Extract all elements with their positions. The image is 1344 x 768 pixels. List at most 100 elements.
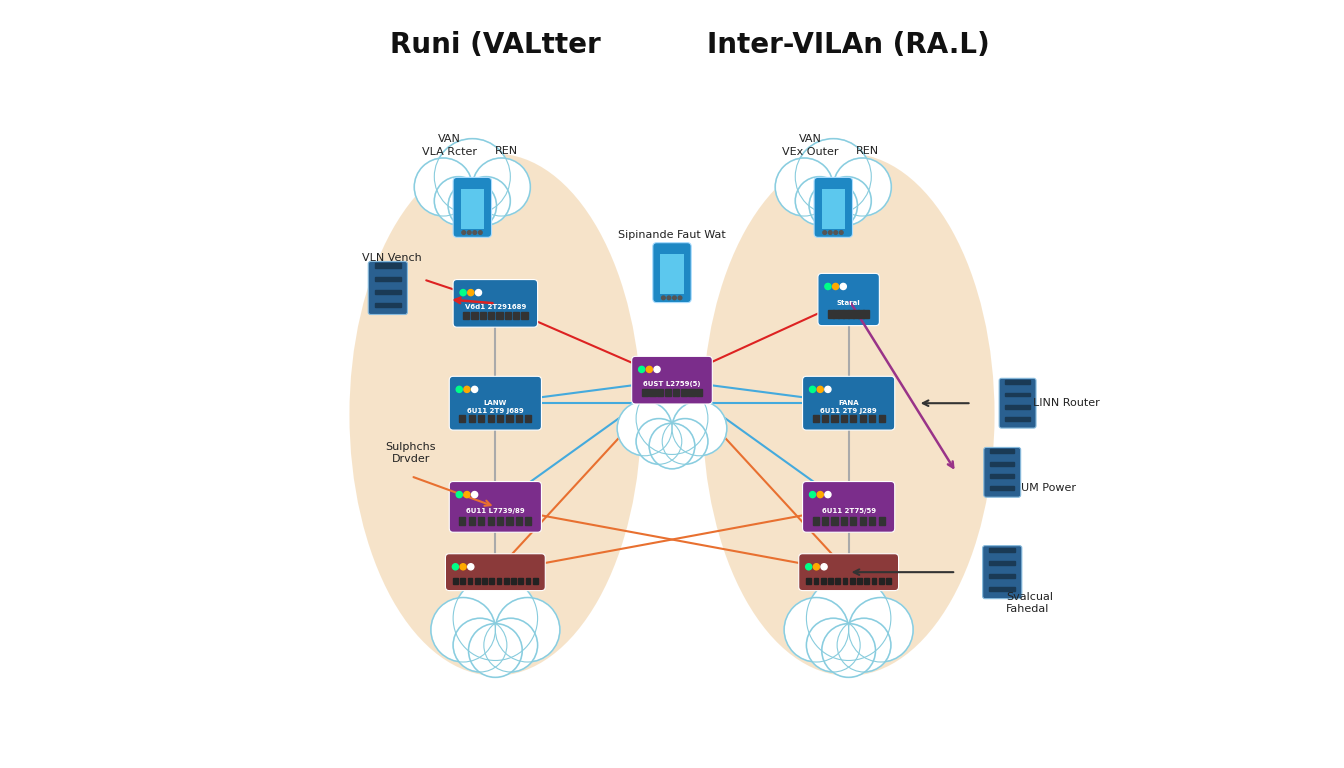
Bar bbox=[478, 415, 484, 422]
Bar bbox=[989, 587, 1015, 591]
Circle shape bbox=[825, 492, 831, 498]
Circle shape bbox=[821, 564, 827, 570]
Bar bbox=[841, 415, 847, 422]
Bar bbox=[1005, 380, 1030, 384]
Bar bbox=[489, 578, 495, 584]
Circle shape bbox=[805, 564, 812, 570]
Bar bbox=[375, 263, 401, 267]
FancyBboxPatch shape bbox=[445, 554, 546, 591]
Bar bbox=[469, 517, 474, 525]
Bar bbox=[673, 389, 679, 396]
FancyBboxPatch shape bbox=[999, 379, 1036, 428]
Bar bbox=[853, 310, 859, 318]
Circle shape bbox=[661, 296, 665, 300]
Circle shape bbox=[840, 230, 843, 234]
Bar bbox=[519, 578, 523, 584]
Bar bbox=[843, 578, 847, 584]
Bar bbox=[828, 310, 835, 318]
Text: 6U11 L7739/89: 6U11 L7739/89 bbox=[466, 508, 524, 514]
Circle shape bbox=[679, 296, 681, 300]
Bar bbox=[832, 415, 837, 422]
Bar bbox=[657, 389, 664, 396]
Bar bbox=[507, 517, 512, 525]
Bar bbox=[841, 517, 847, 525]
Text: VAN
VLA Rcter: VAN VLA Rcter bbox=[422, 134, 477, 157]
Circle shape bbox=[638, 366, 645, 372]
FancyBboxPatch shape bbox=[636, 436, 708, 455]
Bar bbox=[488, 312, 495, 319]
Bar bbox=[513, 312, 519, 319]
Circle shape bbox=[468, 290, 474, 296]
Bar bbox=[879, 578, 883, 584]
Bar bbox=[480, 312, 487, 319]
Circle shape bbox=[784, 598, 848, 662]
Bar bbox=[516, 415, 521, 422]
Bar bbox=[1005, 392, 1030, 396]
Circle shape bbox=[823, 230, 827, 234]
Bar bbox=[860, 415, 866, 422]
Circle shape bbox=[464, 386, 470, 392]
Bar bbox=[460, 415, 465, 422]
Circle shape bbox=[837, 618, 891, 672]
Bar bbox=[872, 578, 876, 584]
Circle shape bbox=[468, 230, 472, 234]
FancyBboxPatch shape bbox=[632, 356, 712, 404]
Bar bbox=[813, 578, 818, 584]
Bar bbox=[526, 578, 531, 584]
Circle shape bbox=[431, 598, 496, 662]
Bar bbox=[482, 578, 487, 584]
Circle shape bbox=[672, 401, 727, 455]
Bar bbox=[641, 389, 648, 396]
Text: VLN Vench: VLN Vench bbox=[362, 253, 422, 263]
Bar bbox=[879, 517, 884, 525]
Circle shape bbox=[472, 158, 531, 216]
Text: REN: REN bbox=[856, 146, 879, 156]
FancyBboxPatch shape bbox=[434, 195, 511, 214]
Bar bbox=[832, 517, 837, 525]
Circle shape bbox=[809, 386, 816, 392]
Circle shape bbox=[817, 386, 824, 392]
Text: Inter-VILAn (RA.L): Inter-VILAn (RA.L) bbox=[707, 31, 991, 58]
Bar bbox=[497, 578, 501, 584]
Circle shape bbox=[460, 564, 466, 570]
FancyBboxPatch shape bbox=[653, 243, 691, 303]
Bar bbox=[833, 310, 839, 318]
Circle shape bbox=[796, 139, 871, 214]
Bar bbox=[526, 415, 531, 422]
Circle shape bbox=[462, 230, 465, 234]
Circle shape bbox=[453, 576, 538, 660]
Bar bbox=[886, 578, 891, 584]
Bar bbox=[848, 310, 855, 318]
Text: UM Power: UM Power bbox=[1021, 482, 1077, 493]
FancyBboxPatch shape bbox=[821, 189, 845, 229]
Bar bbox=[505, 312, 511, 319]
Circle shape bbox=[472, 386, 477, 392]
Bar bbox=[460, 517, 465, 525]
Circle shape bbox=[832, 283, 839, 290]
Text: 6U11 2T75/59: 6U11 2T75/59 bbox=[821, 508, 876, 514]
FancyBboxPatch shape bbox=[796, 195, 871, 214]
Bar bbox=[526, 517, 531, 525]
FancyBboxPatch shape bbox=[814, 177, 852, 237]
Bar bbox=[1005, 417, 1030, 421]
Bar bbox=[680, 389, 687, 396]
Bar bbox=[496, 312, 503, 319]
Bar bbox=[821, 578, 825, 584]
FancyBboxPatch shape bbox=[453, 177, 492, 237]
Bar bbox=[468, 578, 472, 584]
Text: LINN Router: LINN Router bbox=[1034, 398, 1099, 409]
Circle shape bbox=[484, 618, 538, 672]
Bar bbox=[849, 578, 855, 584]
Bar bbox=[870, 415, 875, 422]
Circle shape bbox=[434, 177, 482, 225]
Bar bbox=[521, 312, 528, 319]
Bar bbox=[507, 415, 512, 422]
Bar bbox=[516, 517, 521, 525]
Circle shape bbox=[414, 158, 472, 216]
Circle shape bbox=[448, 181, 496, 230]
Circle shape bbox=[496, 598, 560, 662]
Circle shape bbox=[825, 386, 831, 392]
FancyBboxPatch shape bbox=[802, 376, 895, 430]
Text: Sulphchs
Drvder: Sulphchs Drvder bbox=[386, 442, 437, 465]
Bar bbox=[806, 578, 810, 584]
